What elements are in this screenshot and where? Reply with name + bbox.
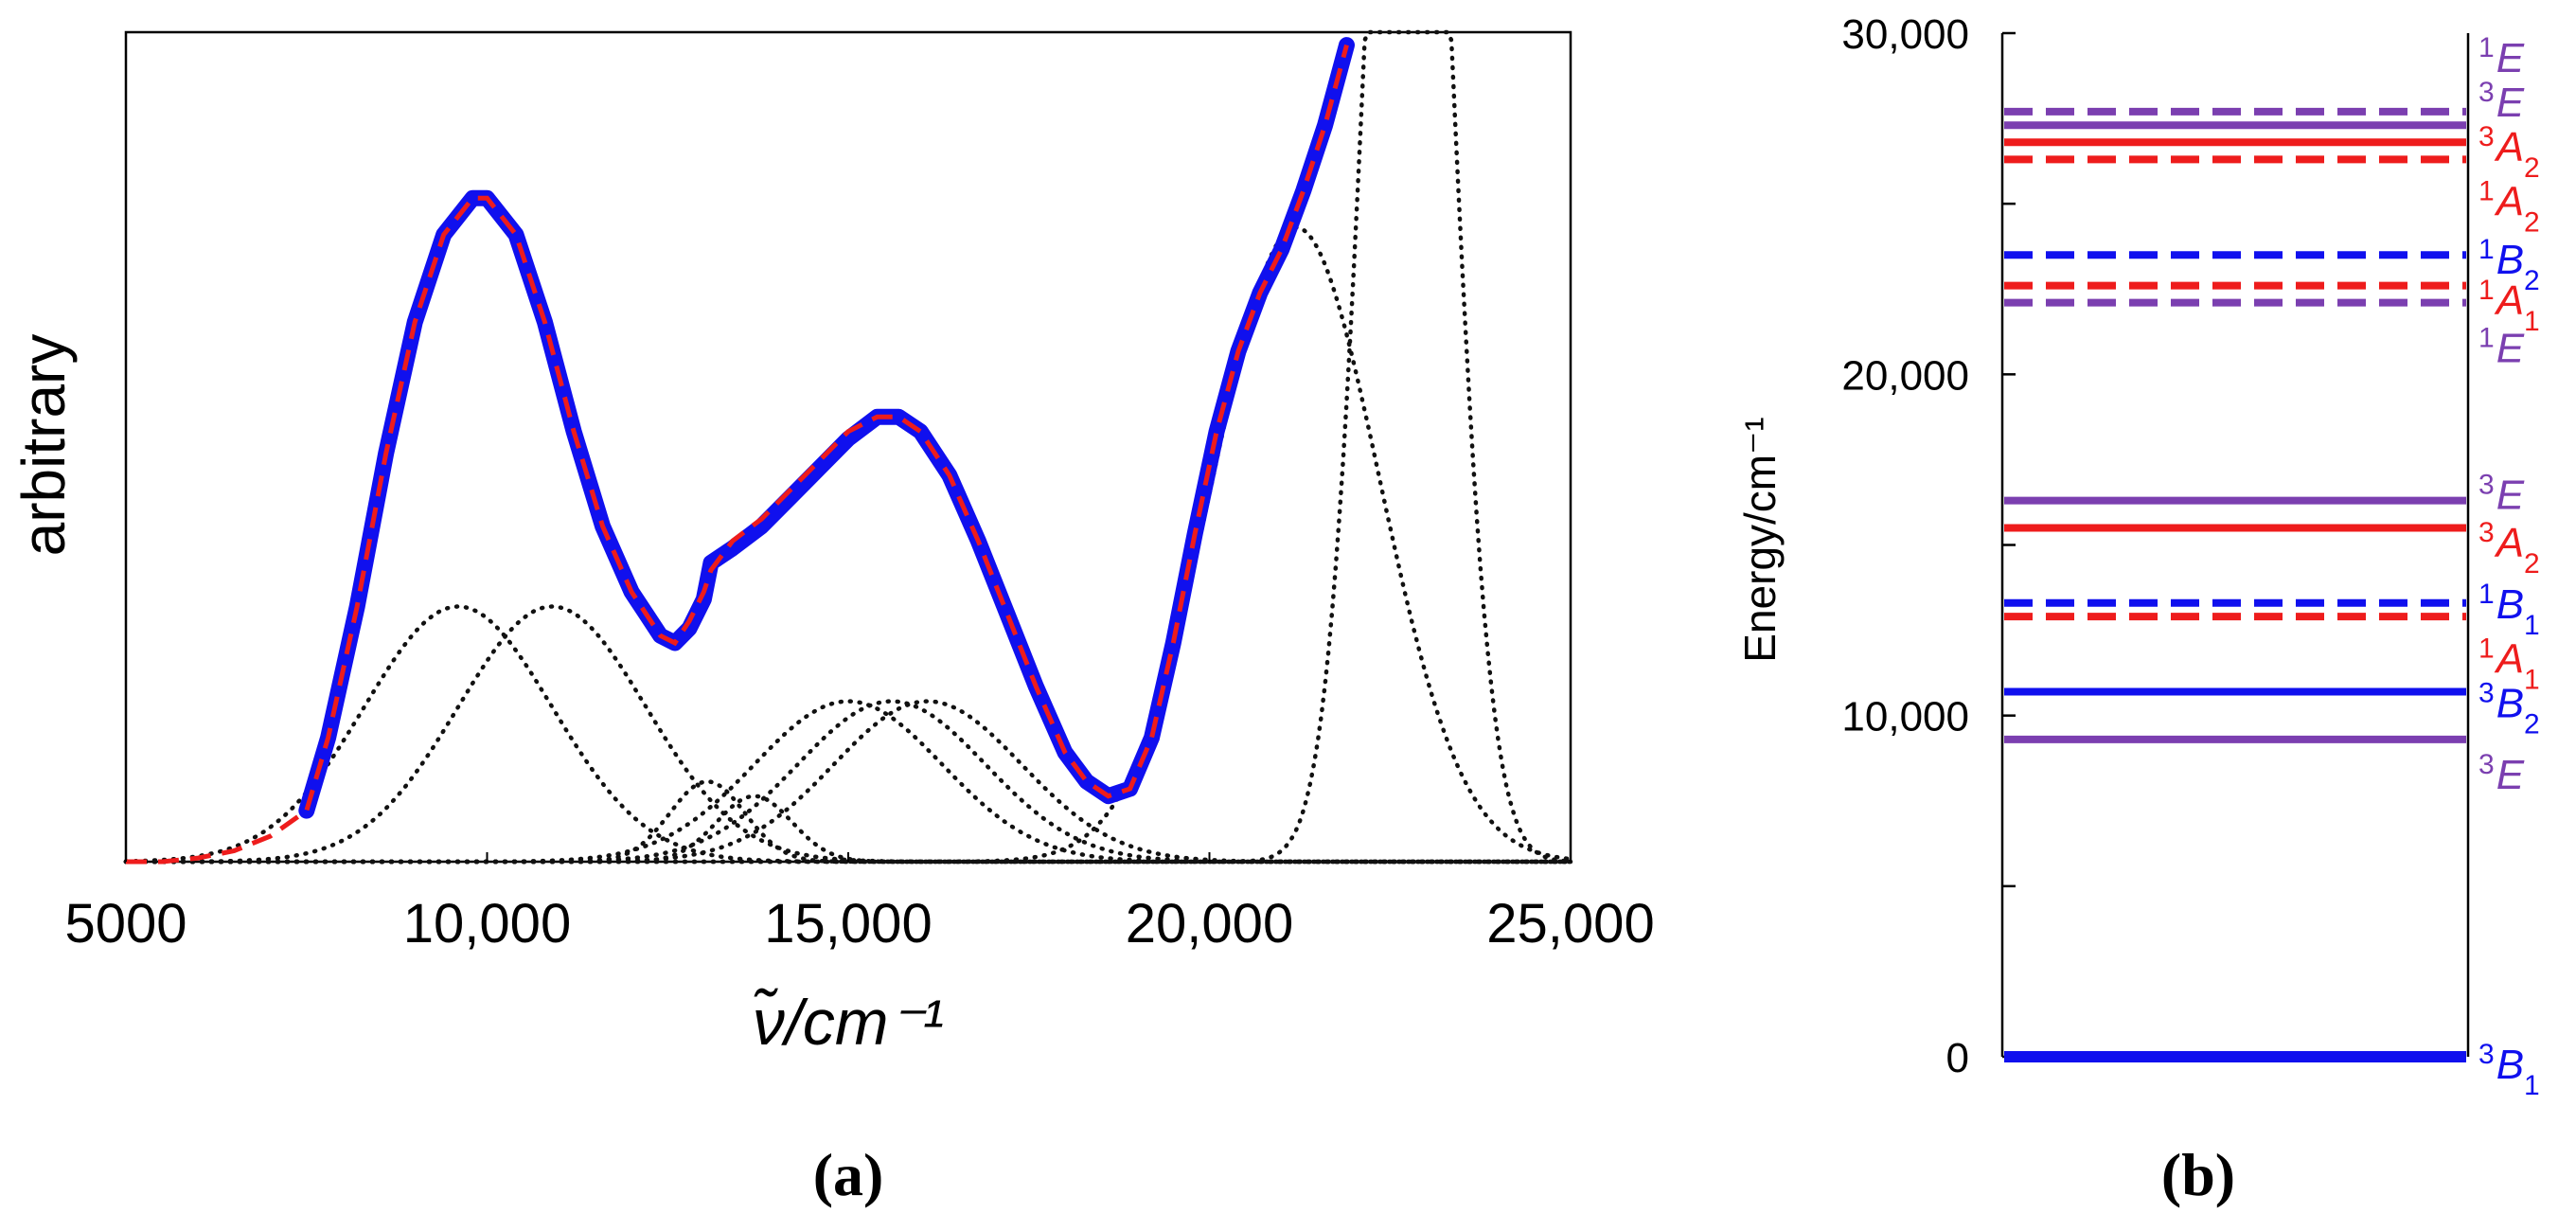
state-label-3: 1A2 (2478, 175, 2540, 238)
state-label-8: 3A2 (2478, 516, 2540, 579)
panel-b-y-ticks: 0 10,000 20,000 30,000 (1841, 11, 2016, 1081)
energy-levels (2004, 107, 2466, 1062)
panel-b-label: (b) (2161, 1141, 2235, 1208)
y-tick-label-20000: 20,000 (1841, 352, 1969, 399)
state-label-5: 1A1 (2478, 275, 2540, 337)
state-label-9: 1B1 (2478, 578, 2540, 640)
x-tick-label-15000: 15,000 (764, 893, 932, 954)
y-tick-label-30000: 30,000 (1841, 11, 1969, 58)
state-label-0: 1E (2478, 32, 2525, 82)
panel-b-y-axis-label: Energy/cm⁻¹ (1735, 417, 1785, 662)
state-label-1: 3E (2478, 77, 2525, 127)
component-curve-7 (123, 699, 1573, 865)
state-label-4: 1B2 (2478, 233, 2540, 295)
x-tick-label-5000: 5000 (64, 893, 187, 954)
y-tick-label-0: 0 (1946, 1035, 1969, 1081)
fitted-envelope-line (126, 44, 1349, 865)
y-tick-label-10000: 10,000 (1841, 694, 1969, 740)
x-tick-label-25000: 25,000 (1486, 893, 1654, 954)
state-label-12: 3E (2478, 748, 2525, 798)
panel-a: 5000 10,000 15,000 20,000 25,000 arbitrary ν… (9, 29, 1655, 1208)
panel-a-label: (a) (813, 1141, 884, 1208)
state-label-10: 1A1 (2478, 633, 2540, 695)
state-label-13: 3B1 (2478, 1039, 2540, 1101)
panel-a-y-axis-label: arbitrary (9, 334, 78, 557)
state-label-7: 3E (2478, 469, 2525, 519)
x-tick-label-10000: 10,000 (403, 893, 571, 954)
panel-a-x-axis-label: ν̃/cm⁻¹ (753, 987, 944, 1059)
state-label-2: 3A2 (2478, 120, 2540, 183)
state-label-6: 1E (2478, 322, 2525, 372)
x-tick-label-20000: 20,000 (1126, 893, 1293, 954)
state-label-11: 3B2 (2478, 677, 2540, 740)
component-curve-2 (123, 604, 1573, 865)
panel-a-x-ticks: 5000 10,000 15,000 20,000 25,000 (64, 852, 1655, 954)
